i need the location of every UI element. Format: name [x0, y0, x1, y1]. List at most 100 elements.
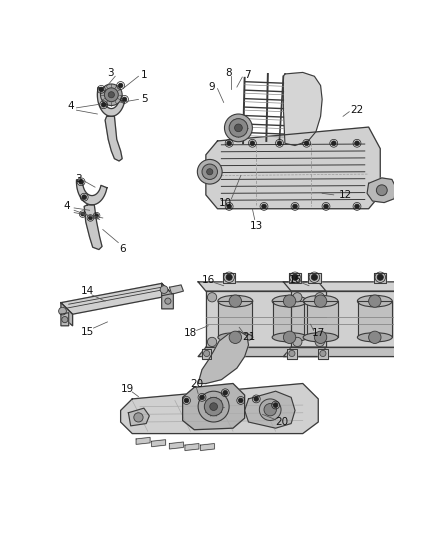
Polygon shape: [77, 180, 107, 205]
Polygon shape: [367, 178, 396, 203]
Polygon shape: [201, 443, 214, 450]
Circle shape: [104, 88, 118, 102]
Polygon shape: [289, 273, 301, 284]
Text: 9: 9: [208, 82, 215, 92]
Circle shape: [198, 391, 229, 422]
Text: 14: 14: [81, 286, 94, 296]
Circle shape: [210, 403, 218, 410]
Polygon shape: [403, 349, 413, 359]
Circle shape: [208, 337, 217, 346]
Text: 22: 22: [350, 105, 364, 115]
Text: 13: 13: [250, 221, 263, 231]
Polygon shape: [61, 284, 173, 314]
Circle shape: [377, 274, 383, 280]
Circle shape: [208, 293, 217, 302]
Text: 10: 10: [219, 198, 232, 207]
Circle shape: [399, 110, 407, 118]
Circle shape: [99, 87, 103, 92]
Circle shape: [108, 92, 114, 98]
Circle shape: [79, 180, 83, 184]
Circle shape: [82, 195, 87, 199]
Circle shape: [283, 295, 296, 308]
Polygon shape: [183, 384, 245, 430]
Circle shape: [122, 97, 127, 102]
Circle shape: [293, 337, 302, 346]
Circle shape: [289, 350, 295, 357]
Polygon shape: [287, 349, 297, 359]
Text: 1: 1: [141, 70, 147, 80]
Circle shape: [223, 391, 228, 395]
Circle shape: [88, 216, 92, 220]
Circle shape: [311, 274, 318, 280]
Circle shape: [229, 119, 248, 137]
Ellipse shape: [218, 333, 253, 342]
Ellipse shape: [218, 295, 253, 307]
Ellipse shape: [272, 295, 307, 307]
Text: 7: 7: [244, 70, 250, 80]
Polygon shape: [206, 291, 326, 348]
Circle shape: [369, 295, 381, 308]
Circle shape: [184, 398, 189, 403]
Text: 17: 17: [311, 328, 325, 338]
Polygon shape: [170, 442, 184, 449]
Polygon shape: [272, 301, 307, 337]
Circle shape: [314, 295, 327, 308]
Circle shape: [165, 298, 171, 304]
Circle shape: [224, 114, 252, 142]
Circle shape: [315, 337, 325, 346]
Text: 20: 20: [190, 378, 203, 389]
Text: 3: 3: [107, 68, 114, 78]
Circle shape: [314, 331, 327, 343]
Text: 18: 18: [184, 328, 197, 338]
Circle shape: [400, 337, 410, 346]
Circle shape: [118, 83, 123, 88]
Text: 4: 4: [63, 201, 70, 212]
Polygon shape: [245, 391, 295, 428]
Circle shape: [405, 350, 411, 357]
Polygon shape: [202, 349, 211, 359]
Polygon shape: [223, 273, 235, 284]
Text: 6: 6: [120, 244, 126, 254]
Circle shape: [400, 293, 410, 302]
Polygon shape: [61, 303, 73, 326]
Circle shape: [59, 308, 67, 315]
Polygon shape: [198, 348, 326, 357]
Polygon shape: [136, 438, 150, 445]
Circle shape: [332, 141, 336, 146]
Circle shape: [293, 293, 302, 302]
Circle shape: [369, 331, 381, 343]
Polygon shape: [198, 331, 248, 384]
Circle shape: [238, 398, 243, 403]
Circle shape: [100, 84, 122, 106]
Circle shape: [277, 141, 282, 146]
Text: 19: 19: [121, 384, 134, 394]
Polygon shape: [304, 301, 338, 337]
Polygon shape: [162, 294, 173, 309]
Circle shape: [227, 204, 231, 209]
Circle shape: [292, 274, 298, 280]
Circle shape: [204, 398, 223, 416]
Text: 21: 21: [242, 332, 255, 342]
Circle shape: [101, 102, 106, 107]
Polygon shape: [97, 87, 124, 116]
Ellipse shape: [303, 333, 338, 342]
Circle shape: [259, 399, 281, 421]
Polygon shape: [105, 116, 122, 161]
Polygon shape: [162, 284, 173, 308]
Text: 3: 3: [75, 174, 81, 184]
Polygon shape: [84, 205, 102, 249]
Text: 12: 12: [339, 190, 352, 200]
Circle shape: [254, 397, 258, 401]
Circle shape: [293, 204, 297, 209]
Text: 8: 8: [225, 68, 232, 78]
Circle shape: [283, 331, 296, 343]
Polygon shape: [120, 384, 318, 433]
Circle shape: [81, 212, 85, 216]
Polygon shape: [128, 408, 149, 426]
Circle shape: [198, 159, 222, 184]
Polygon shape: [308, 273, 321, 284]
Circle shape: [200, 395, 204, 400]
Circle shape: [202, 164, 218, 180]
Polygon shape: [283, 282, 411, 291]
Circle shape: [315, 293, 325, 302]
